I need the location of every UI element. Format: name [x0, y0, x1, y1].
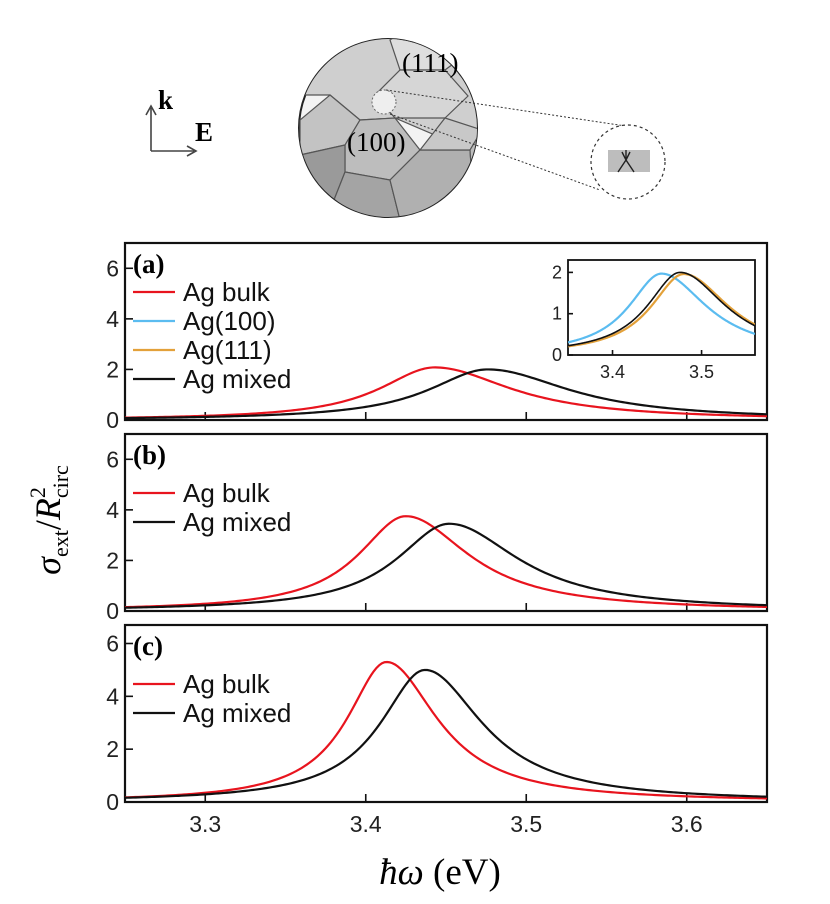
y-label-sigma: σ — [28, 556, 68, 575]
panel-a-inset: 0 1 2 3.4 3.5 — [552, 259, 756, 382]
inset-plot-area — [568, 271, 755, 348]
k-label: k — [158, 85, 173, 115]
panel-b-curve-mixed — [125, 522, 767, 609]
e-arrowhead — [186, 145, 198, 157]
panel-c-frame — [123, 623, 769, 804]
panel-a-legend: Ag bulk Ag(100) Ag(111) Ag mixed — [133, 277, 291, 394]
e-label: E — [195, 117, 213, 147]
panel-a-ytick-label-1: 2 — [106, 356, 119, 382]
x-label-hbar: ħ — [379, 852, 398, 893]
panel-c-tag: (c) — [133, 631, 163, 661]
inset-ticks: 0 1 2 3.4 3.5 — [552, 262, 714, 382]
legend-a-label-100: Ag(100) — [183, 306, 276, 336]
facet-label-100: (100) — [347, 127, 405, 157]
panel-a-tag: (a) — [133, 249, 164, 279]
panel-c-curve-mixed — [125, 668, 767, 799]
y-label-sub-circ: circ — [48, 465, 73, 498]
panel-c-plot-area — [125, 660, 767, 800]
inset-ytick-label-2: 2 — [552, 262, 562, 282]
panel-b-frame — [123, 432, 769, 613]
panel-c-xtick-label-2: 3.5 — [510, 811, 542, 837]
panel-a-curve-bulk — [125, 366, 767, 419]
y-label-sub-ext: ext — [48, 530, 73, 557]
inset-xtick-label-1: 3.5 — [689, 362, 714, 382]
panel-a-curve-mixed — [125, 368, 767, 420]
inset-curve-111 — [568, 272, 755, 348]
panel-a-ytick-label-3: 6 — [106, 255, 119, 281]
inset-xtick-label-0: 3.4 — [600, 362, 625, 382]
panel-b-ytick-label-2: 4 — [106, 497, 119, 523]
panel-c-ytick-label-3: 6 — [106, 630, 119, 656]
panel-b-ytick-label-3: 6 — [106, 446, 119, 472]
nanoparticle-schematic: (111) (100) — [298, 38, 666, 218]
panel-b-ytick-label-1: 2 — [106, 547, 119, 573]
inset-curve-100 — [568, 272, 755, 344]
panel-c-xtick-label-0: 3.3 — [189, 811, 221, 837]
legend-a-label-111: Ag(111) — [183, 335, 272, 365]
panel-c-xtick-label-1: 3.4 — [350, 811, 382, 837]
inset-ytick-label-0: 0 — [552, 345, 562, 365]
panel-c-ytick-label-2: 4 — [106, 683, 119, 709]
inset-ytick-label-1: 1 — [552, 304, 562, 324]
y-label-r: R — [28, 498, 68, 521]
panel-c-legend: Ag bulk Ag mixed — [133, 669, 291, 728]
legend-a-label-mixed: Ag mixed — [183, 364, 291, 394]
panel-a-plot-area — [125, 366, 767, 420]
facet-label-111: (111) — [402, 48, 458, 78]
panel-c-ticks: 0 2 4 6 3.3 3.4 3.5 3.6 — [106, 630, 703, 837]
x-label-omega: ω — [398, 852, 424, 893]
legend-c-label-mixed: Ag mixed — [183, 698, 291, 728]
legend-a-label-bulk: Ag bulk — [183, 277, 271, 307]
panel-b-tag: (b) — [133, 440, 166, 470]
panel-c: 0 2 4 6 3.3 3.4 3.5 3.6 (c) Ag bulk Ag mixed — [106, 623, 769, 837]
panel-b-ytick-label-0: 0 — [106, 598, 119, 624]
panel-b-curve-bulk — [125, 515, 767, 609]
panel-b-plot-area — [125, 515, 767, 609]
inset-curve-mixed — [568, 271, 755, 347]
panel-a-ytick-label-0: 0 — [106, 407, 119, 433]
orientation-axes — [145, 104, 198, 157]
panel-c-curve-bulk — [125, 660, 767, 800]
panel-c-ytick-label-1: 2 — [106, 736, 119, 762]
panel-a-ytick-label-2: 4 — [106, 306, 119, 332]
panel-a-frame — [123, 241, 769, 422]
panel-b: 0 2 4 6 (b) Ag bulk Ag mixed — [106, 432, 769, 624]
panel-a: 0 2 4 6 (a) Ag bulk Ag(100) Ag(111) Ag mixe… — [106, 241, 769, 433]
legend-b-label-mixed: Ag mixed — [183, 507, 291, 537]
legend-c-label-bulk: Ag bulk — [183, 669, 271, 699]
x-label-unit: (eV) — [424, 852, 501, 893]
x-axis-label: ħω (eV) — [379, 852, 501, 893]
panel-b-ticks: 0 2 4 6 — [106, 446, 688, 624]
panel-c-ytick-label-0: 0 — [106, 789, 119, 815]
y-axis-label: σext/R2circ — [25, 465, 73, 575]
y-label-slash: / — [28, 520, 68, 530]
legend-b-label-bulk: Ag bulk — [183, 478, 271, 508]
panel-b-legend: Ag bulk Ag mixed — [133, 478, 291, 537]
y-label-sup: 2 — [25, 487, 50, 498]
k-arrowhead — [145, 104, 157, 116]
panel-c-xtick-label-3: 3.6 — [671, 811, 703, 837]
